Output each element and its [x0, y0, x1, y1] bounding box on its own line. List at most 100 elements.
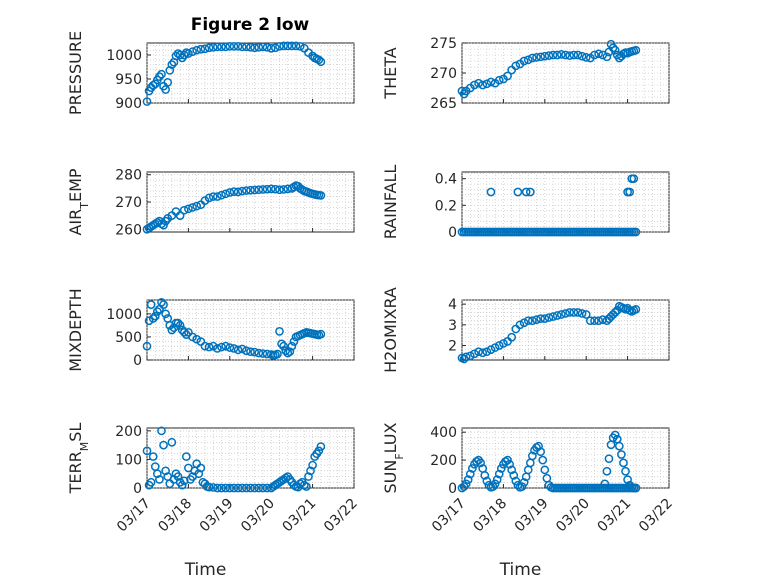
data-point: [548, 50, 558, 60]
data-point: [631, 227, 641, 237]
data-point: [173, 472, 183, 481]
data-point: [258, 483, 268, 493]
data-point: [316, 191, 326, 200]
x-axis-label: Time: [499, 560, 542, 580]
y-axis-label: THETA: [381, 47, 400, 99]
data-point: [528, 316, 537, 326]
data-point: [544, 313, 554, 322]
data-point: [517, 482, 527, 491]
data-point: [519, 478, 529, 487]
data-point: [217, 342, 226, 352]
data-point: [155, 475, 164, 484]
data-point: [316, 442, 326, 451]
data-point: [561, 309, 570, 318]
y-tick-label: 275: [430, 36, 457, 52]
data-point: [534, 441, 543, 451]
data-point: [528, 451, 537, 461]
data-point: [142, 97, 152, 106]
data-point: [188, 47, 197, 56]
data-point: [528, 53, 537, 63]
data-point: [229, 42, 239, 51]
data-point: [204, 482, 214, 492]
data-point: [316, 329, 326, 339]
y-tick-label: 900: [115, 96, 142, 112]
data-point: [204, 193, 214, 203]
data-point: [161, 466, 170, 476]
data-point: [519, 318, 529, 328]
data-point: [478, 348, 488, 358]
y-tick-label: 0: [448, 225, 457, 241]
data-point: [540, 465, 550, 475]
data-point: [585, 316, 595, 326]
data-point: [221, 189, 231, 199]
data-point: [523, 55, 533, 65]
data-point: [314, 446, 324, 456]
data-point: [480, 471, 490, 480]
data-point: [594, 316, 603, 326]
data-point: [536, 447, 546, 457]
data-point: [194, 469, 204, 479]
data-point: [629, 174, 639, 184]
y-tick-label: 500: [115, 330, 142, 346]
axes-frame: [461, 427, 670, 489]
y-tick-label: 0.4: [435, 172, 457, 188]
y-axis-label: SUNFLUX: [381, 422, 406, 493]
data-point: [519, 56, 529, 66]
axes-frame: [146, 171, 355, 233]
y-tick-label: 2: [448, 339, 457, 355]
data-point: [281, 346, 291, 356]
data-point: [283, 41, 293, 51]
data-point: [258, 185, 268, 194]
data-point: [573, 50, 583, 60]
data-point: [302, 482, 311, 491]
data-point: [470, 80, 479, 90]
data-point: [279, 185, 288, 194]
data-point: [631, 304, 641, 314]
data-point: [213, 42, 222, 52]
data-point: [474, 78, 483, 88]
data-point: [631, 45, 641, 55]
subplot-h2omixra: 2 3 4 H2OMIXRA: [381, 287, 670, 373]
data-point: [540, 51, 550, 61]
data-point: [258, 349, 268, 358]
data-point: [157, 69, 166, 79]
x-tick-label: 03/17: [429, 496, 469, 536]
data-point: [507, 332, 517, 342]
data-point: [146, 477, 156, 487]
subplot-air-temp: 260 270 280 AIRTEMP: [66, 168, 355, 238]
data-point: [623, 475, 632, 484]
data-point: [179, 327, 189, 337]
data-point: [503, 455, 512, 465]
data-point: [208, 42, 218, 52]
data-point: [509, 471, 519, 480]
data-point: [316, 57, 326, 67]
y-tick-label: 200: [115, 424, 142, 440]
data-point: [225, 343, 235, 352]
data-point: [610, 430, 620, 440]
data-point: [581, 310, 591, 319]
data-point: [513, 187, 523, 197]
data-point: [242, 42, 251, 52]
data-point: [192, 201, 202, 211]
data-point: [490, 343, 500, 352]
data-point: [175, 321, 185, 330]
data-point: [277, 339, 286, 349]
data-point: [478, 80, 488, 90]
y-tick-label: 280: [115, 168, 142, 184]
data-point: [225, 483, 235, 493]
data-point: [221, 42, 231, 52]
data-point: [577, 309, 587, 318]
data-point: [275, 185, 284, 195]
data-point: [569, 308, 579, 317]
data-point: [304, 472, 313, 481]
data-point: [225, 188, 235, 197]
data-point: [482, 79, 492, 89]
data-point: [499, 339, 508, 348]
data-point: [233, 345, 243, 355]
subplot-pressure: 900 950 1000 PRESSURE: [66, 31, 355, 115]
data-point: [221, 341, 231, 351]
data-point: [246, 347, 255, 357]
data-point: [625, 187, 635, 197]
